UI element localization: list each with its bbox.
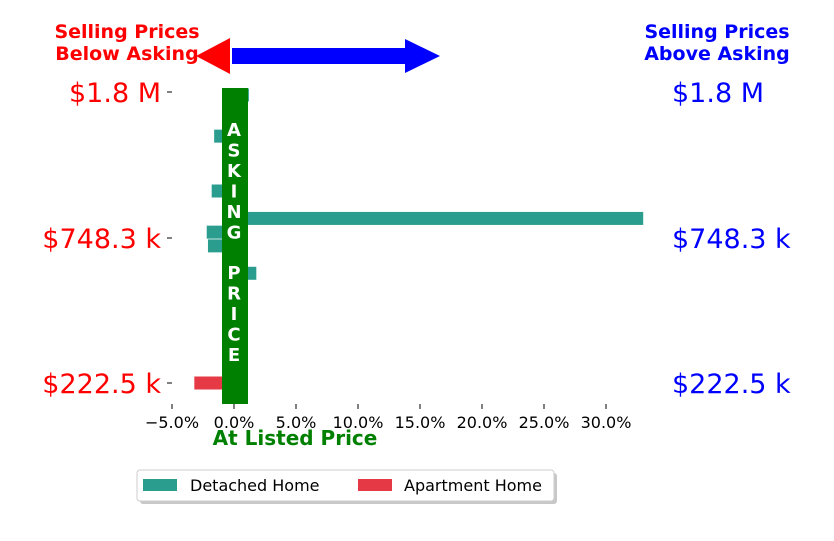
band-letter: G — [227, 223, 242, 244]
asking-price-band — [222, 88, 248, 404]
right-arrow — [232, 39, 440, 73]
band-letter: E — [228, 345, 240, 366]
x-tick-label: 0.0% — [214, 413, 255, 432]
x-tick-label: 15.0% — [395, 413, 446, 432]
x-tick-label: −5.0% — [145, 413, 199, 432]
price-label-right-top: $1.8 M — [672, 78, 764, 109]
x-tick-label: 25.0% — [519, 413, 570, 432]
legend-swatch-apartment — [358, 479, 392, 491]
price-label-right-bottom: $222.5 k — [672, 369, 791, 400]
x-tick-label: 5.0% — [276, 413, 317, 432]
header-left-line2: Below Asking — [55, 43, 198, 65]
bar-detached-12 — [234, 211, 644, 225]
band-letter: C — [227, 325, 240, 346]
x-tick-label: 30.0% — [581, 413, 632, 432]
legend-label-apartment: Apartment Home — [404, 476, 542, 495]
price-label-left-bottom: $222.5 k — [42, 369, 161, 400]
band-letter: I — [231, 304, 238, 325]
band-letter: R — [227, 284, 241, 305]
band-letter: K — [227, 161, 242, 182]
x-axis-label: At Listed Price — [213, 426, 378, 450]
price-label-left-mid: $748.3 k — [42, 224, 161, 255]
band-letter: S — [228, 141, 241, 162]
legend-swatch-detached — [143, 479, 177, 491]
header-right-line2: Above Asking — [644, 43, 790, 65]
x-axis: −5.0% 0.0% 5.0% 10.0% 15.0% 20.0% 25.0% 30.0% — [145, 404, 631, 432]
bars-group — [194, 88, 644, 390]
legend: Detached Home Apartment Home — [136, 469, 557, 504]
left-arrow — [196, 38, 230, 74]
band-letter: I — [231, 182, 238, 203]
legend-label-detached: Detached Home — [190, 476, 320, 495]
legend-box — [136, 469, 555, 502]
price-label-left-top: $1.8 M — [69, 78, 161, 109]
x-tick-label: 10.0% — [333, 413, 384, 432]
header-left-line1: Selling Prices — [54, 21, 199, 43]
band-letter: A — [227, 120, 241, 141]
price-label-right-mid: $748.3 k — [672, 224, 791, 255]
band-letter: N — [226, 202, 241, 223]
band-letter: P — [227, 263, 240, 284]
x-tick-label: 20.0% — [457, 413, 508, 432]
header-right-line1: Selling Prices — [644, 21, 789, 43]
